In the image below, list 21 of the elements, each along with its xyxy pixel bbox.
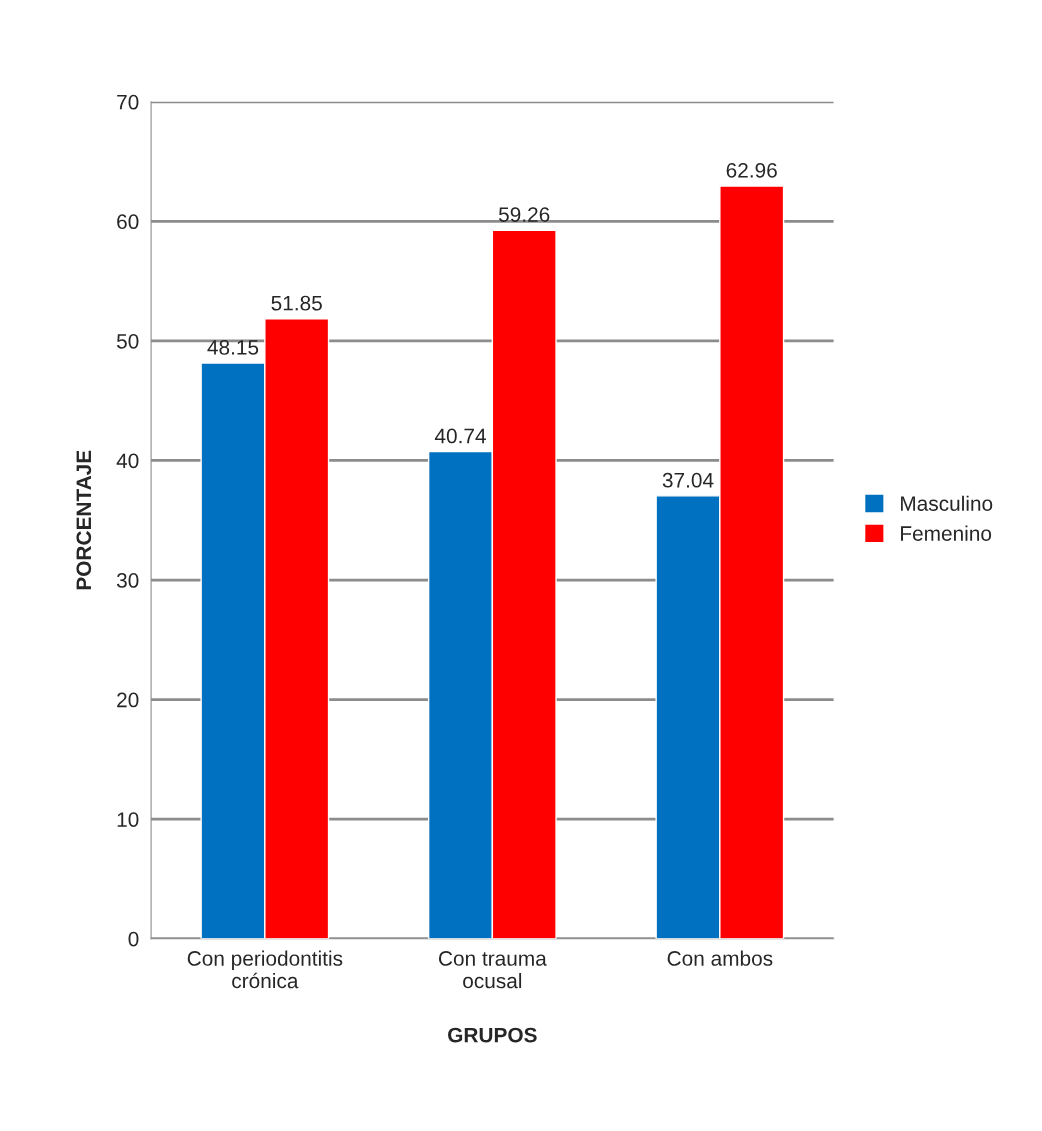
y-tick-label: 30 bbox=[116, 573, 139, 588]
legend-label: Femenino bbox=[901, 525, 992, 541]
y-axis-title: PORCENTAJE bbox=[76, 450, 92, 590]
x-axis-title: GRUPOS bbox=[448, 1027, 537, 1043]
x-tick-label: Con trauma ocusal bbox=[438, 951, 547, 989]
x-tick-label: Con ambos bbox=[667, 950, 773, 966]
data-label: 48.15 bbox=[207, 340, 259, 355]
y-tick-label: 10 bbox=[117, 812, 139, 827]
data-label: 51.85 bbox=[271, 295, 322, 311]
data-label: 59.26 bbox=[498, 207, 550, 222]
y-tick-label: 0 bbox=[128, 931, 139, 947]
data-label: 37.04 bbox=[662, 472, 714, 488]
y-tick-label: 60 bbox=[117, 214, 139, 230]
y-tick-label: 40 bbox=[116, 453, 139, 469]
data-label: 62.96 bbox=[726, 162, 777, 178]
y-tick-label: 50 bbox=[116, 333, 139, 349]
x-tick-label: Con periodontitis crónica bbox=[187, 950, 343, 989]
y-tick-label: 20 bbox=[117, 692, 139, 708]
data-label: 40.74 bbox=[434, 428, 486, 444]
legend-label: Masculino bbox=[901, 495, 993, 511]
y-tick-label: 70 bbox=[117, 94, 139, 110]
